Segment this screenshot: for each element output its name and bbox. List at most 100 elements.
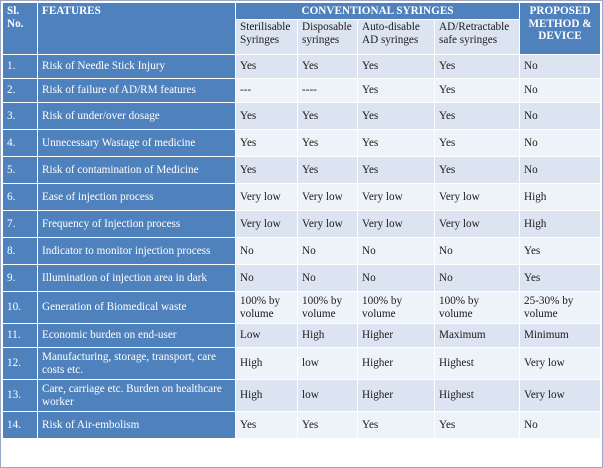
cell-disposable: No: [297, 264, 358, 292]
cell-disposable: Yes: [297, 102, 358, 130]
cell-auto-disable: Yes: [357, 129, 435, 157]
cell-auto-disable: Higher: [357, 379, 435, 412]
header-row: Sl. No. FEATURES CONVENTIONAL SYRINGES P…: [2, 2, 601, 55]
cell-sterilisable: High: [235, 347, 298, 380]
cell-sterilisable: Yes: [235, 411, 298, 439]
row-sl: 8.: [2, 237, 38, 265]
row-feature: Economic burden on end-user: [37, 323, 236, 348]
cell-retractable: 100% by volume: [434, 291, 520, 324]
cell-retractable: Very low: [434, 183, 520, 211]
row-sl: 9.: [2, 264, 38, 292]
cell-sterilisable: Yes: [235, 54, 298, 79]
cell-disposable: Yes: [297, 156, 358, 184]
cell-disposable: Yes: [297, 411, 358, 439]
cell-sterilisable: Very low: [235, 183, 298, 211]
cell-auto-disable: Higher: [357, 323, 435, 348]
cell-auto-disable: Higher: [357, 347, 435, 380]
table-row: 9. Illumination of injection area in dar…: [2, 264, 601, 292]
syringe-comparison-table: Sl. No. FEATURES CONVENTIONAL SYRINGES P…: [2, 2, 601, 439]
subheader-retractable: AD/Retractable safe syringes: [434, 19, 520, 55]
row-sl: 1.: [2, 54, 38, 79]
cell-proposed: High: [519, 183, 601, 211]
cell-disposable: Very low: [297, 183, 358, 211]
cell-retractable: Yes: [434, 156, 520, 184]
row-feature: Unnecessary Wastage of medicine: [37, 129, 236, 157]
row-sl: 13.: [2, 379, 38, 412]
cell-sterilisable: ---: [235, 78, 298, 103]
cell-proposed: Yes: [519, 237, 601, 265]
cell-proposed: Yes: [519, 264, 601, 292]
cell-auto-disable: Yes: [357, 78, 435, 103]
cell-proposed: No: [519, 156, 601, 184]
cell-proposed: No: [519, 411, 601, 439]
cell-sterilisable: Yes: [235, 156, 298, 184]
cell-auto-disable: 100% by volume: [357, 291, 435, 324]
table-row: 5. Risk of contamination of Medicine Yes…: [2, 156, 601, 184]
cell-disposable: low: [297, 379, 358, 412]
cell-auto-disable: Yes: [357, 54, 435, 79]
cell-sterilisable: Yes: [235, 102, 298, 130]
row-feature: Care, carriage etc. Burden on healthcare…: [37, 379, 236, 412]
table-row: 12. Manufacturing, storage, transport, c…: [2, 347, 601, 380]
row-feature: Manufacturing, storage, transport, care …: [37, 347, 236, 380]
row-feature: Generation of Biomedical waste: [37, 291, 236, 324]
cell-sterilisable: 100% by volume: [235, 291, 298, 324]
row-sl: 7.: [2, 210, 38, 238]
cell-sterilisable: No: [235, 264, 298, 292]
table-row: 7. Frequency of Injection process Very l…: [2, 210, 601, 238]
cell-retractable: Yes: [434, 78, 520, 103]
table-row: 11. Economic burden on end-user Low High…: [2, 323, 601, 348]
row-feature: Ease of injection process: [37, 183, 236, 211]
cell-proposed: Minimum: [519, 323, 601, 348]
cell-retractable: No: [434, 264, 520, 292]
cell-auto-disable: Yes: [357, 156, 435, 184]
subheader-row: Sterilisable Syringes Disposable syringe…: [3, 19, 601, 55]
row-sl: 12.: [2, 347, 38, 380]
cell-retractable: Yes: [434, 129, 520, 157]
row-sl: 6.: [2, 183, 38, 211]
table-row: 4. Unnecessary Wastage of medicine Yes Y…: [2, 129, 601, 157]
subheader-sterilisable: Sterilisable Syringes: [235, 19, 298, 55]
table-row: 13. Care, carriage etc. Burden on health…: [2, 379, 601, 412]
cell-retractable: Highest: [434, 347, 520, 380]
cell-sterilisable: Low: [235, 323, 298, 348]
cell-disposable: Yes: [297, 54, 358, 79]
table-row: 3. Risk of under/over dosage Yes Yes Yes…: [2, 102, 601, 130]
row-feature: Risk of Air-embolism: [37, 411, 236, 439]
table-row: 2. Risk of failure of AD/RM features ---…: [2, 78, 601, 103]
cell-proposed: Very low: [519, 347, 601, 380]
cell-retractable: Highest: [434, 379, 520, 412]
cell-proposed: 25-30% by volume: [519, 291, 601, 324]
row-sl: 2.: [2, 78, 38, 103]
row-feature: Risk of contamination of Medicine: [37, 156, 236, 184]
cell-retractable: Yes: [434, 102, 520, 130]
cell-retractable: Maximum: [434, 323, 520, 348]
cell-disposable: ----: [297, 78, 358, 103]
row-feature: Frequency of Injection process: [37, 210, 236, 238]
table-row: 8. Indicator to monitor injection proces…: [2, 237, 601, 265]
table-body: 1. Risk of Needle Stick Injury Yes Yes Y…: [2, 54, 601, 439]
row-sl: 10.: [2, 291, 38, 324]
cell-auto-disable: No: [357, 237, 435, 265]
cell-auto-disable: Yes: [357, 411, 435, 439]
features-header: FEATURES: [37, 2, 236, 55]
cell-disposable: High: [297, 323, 358, 348]
cell-sterilisable: High: [235, 379, 298, 412]
cell-disposable: No: [297, 237, 358, 265]
row-feature: Indicator to monitor injection process: [37, 237, 236, 265]
cell-retractable: No: [434, 237, 520, 265]
table-row: 6. Ease of injection process Very low Ve…: [2, 183, 601, 211]
table-row: 10. Generation of Biomedical waste 100% …: [2, 291, 601, 324]
cell-retractable: Very low: [434, 210, 520, 238]
cell-auto-disable: No: [357, 264, 435, 292]
row-sl: 11.: [2, 323, 38, 348]
cell-disposable: 100% by volume: [297, 291, 358, 324]
cell-auto-disable: Yes: [357, 102, 435, 130]
cell-retractable: Yes: [434, 54, 520, 79]
row-feature: Risk of failure of AD/RM features: [37, 78, 236, 103]
cell-auto-disable: Very low: [357, 183, 435, 211]
cell-proposed: No: [519, 78, 601, 103]
cell-sterilisable: Very low: [235, 210, 298, 238]
cell-disposable: low: [297, 347, 358, 380]
